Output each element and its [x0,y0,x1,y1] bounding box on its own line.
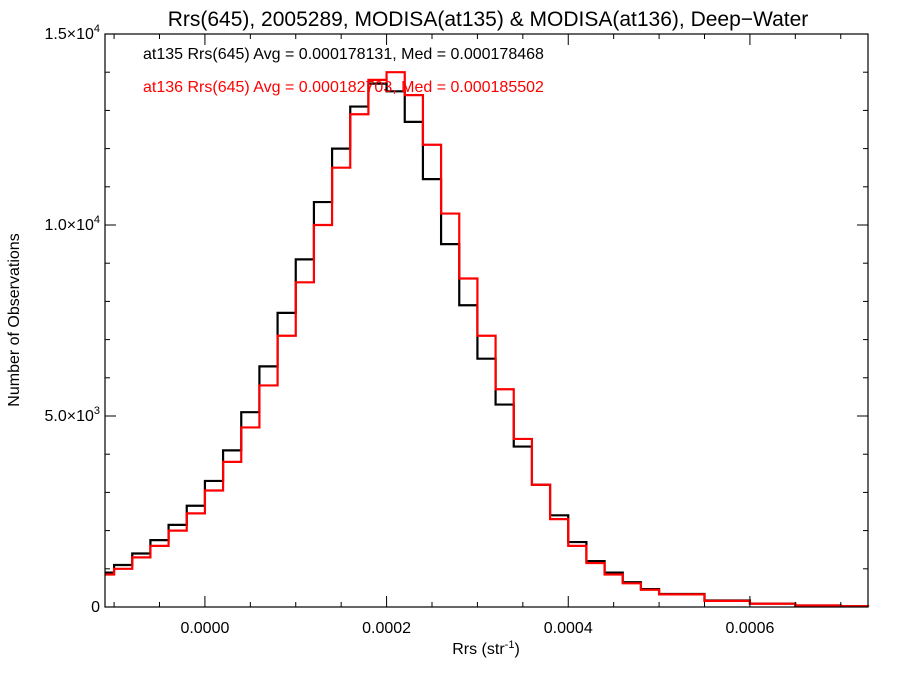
x-axis-label: Rrs (str-1) [452,639,520,658]
x-axis-label-superscript: -1 [505,639,515,651]
y-tick-label: 1.0×104 [44,214,100,234]
series-line-1 [105,71,870,608]
y-tick-label: 5.0×103 [44,405,100,425]
x-tick-label: 0.0002 [362,620,411,637]
x-axis-label-main: Rrs (str [452,641,505,658]
y-axis-label: Number of Observations [6,233,23,406]
x-tick-label: 0.0000 [180,620,229,637]
y-tick-label: 0 [91,599,100,616]
series-line-0 [105,82,870,608]
legend-entry-at135: at135 Rrs(645) Avg = 0.000178131, Med = … [143,46,544,63]
tick-layer: 0.0000 0.0002 0.0004 0.0006 0 5.0×103 1.0×104 1… [44,23,868,637]
x-tick-label: 0.0006 [725,620,774,637]
plot-frame [104,33,869,608]
chart-title: Rrs(645), 2005289, MODISA(at135) & MODIS… [168,8,809,31]
x-tick-label: 0.0004 [544,620,593,637]
legend-entry-at136: at136 Rrs(645) Avg = 0.000182703, Med = … [143,79,544,96]
x-axis-label-end: ) [514,641,519,658]
series-layer [105,71,870,608]
y-tick-label: 1.5×104 [44,23,100,43]
